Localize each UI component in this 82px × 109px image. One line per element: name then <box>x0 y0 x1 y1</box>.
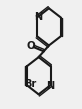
Text: N: N <box>34 12 42 22</box>
Text: O: O <box>26 41 35 51</box>
Text: Br: Br <box>24 79 36 89</box>
Text: N: N <box>46 81 54 91</box>
